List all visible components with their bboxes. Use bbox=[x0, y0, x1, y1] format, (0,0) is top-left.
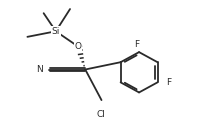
Text: F: F bbox=[165, 78, 170, 87]
Text: Cl: Cl bbox=[96, 110, 104, 119]
Text: N: N bbox=[36, 65, 43, 74]
Text: O: O bbox=[74, 42, 81, 51]
Text: F: F bbox=[134, 40, 139, 49]
Text: Si: Si bbox=[51, 27, 60, 36]
